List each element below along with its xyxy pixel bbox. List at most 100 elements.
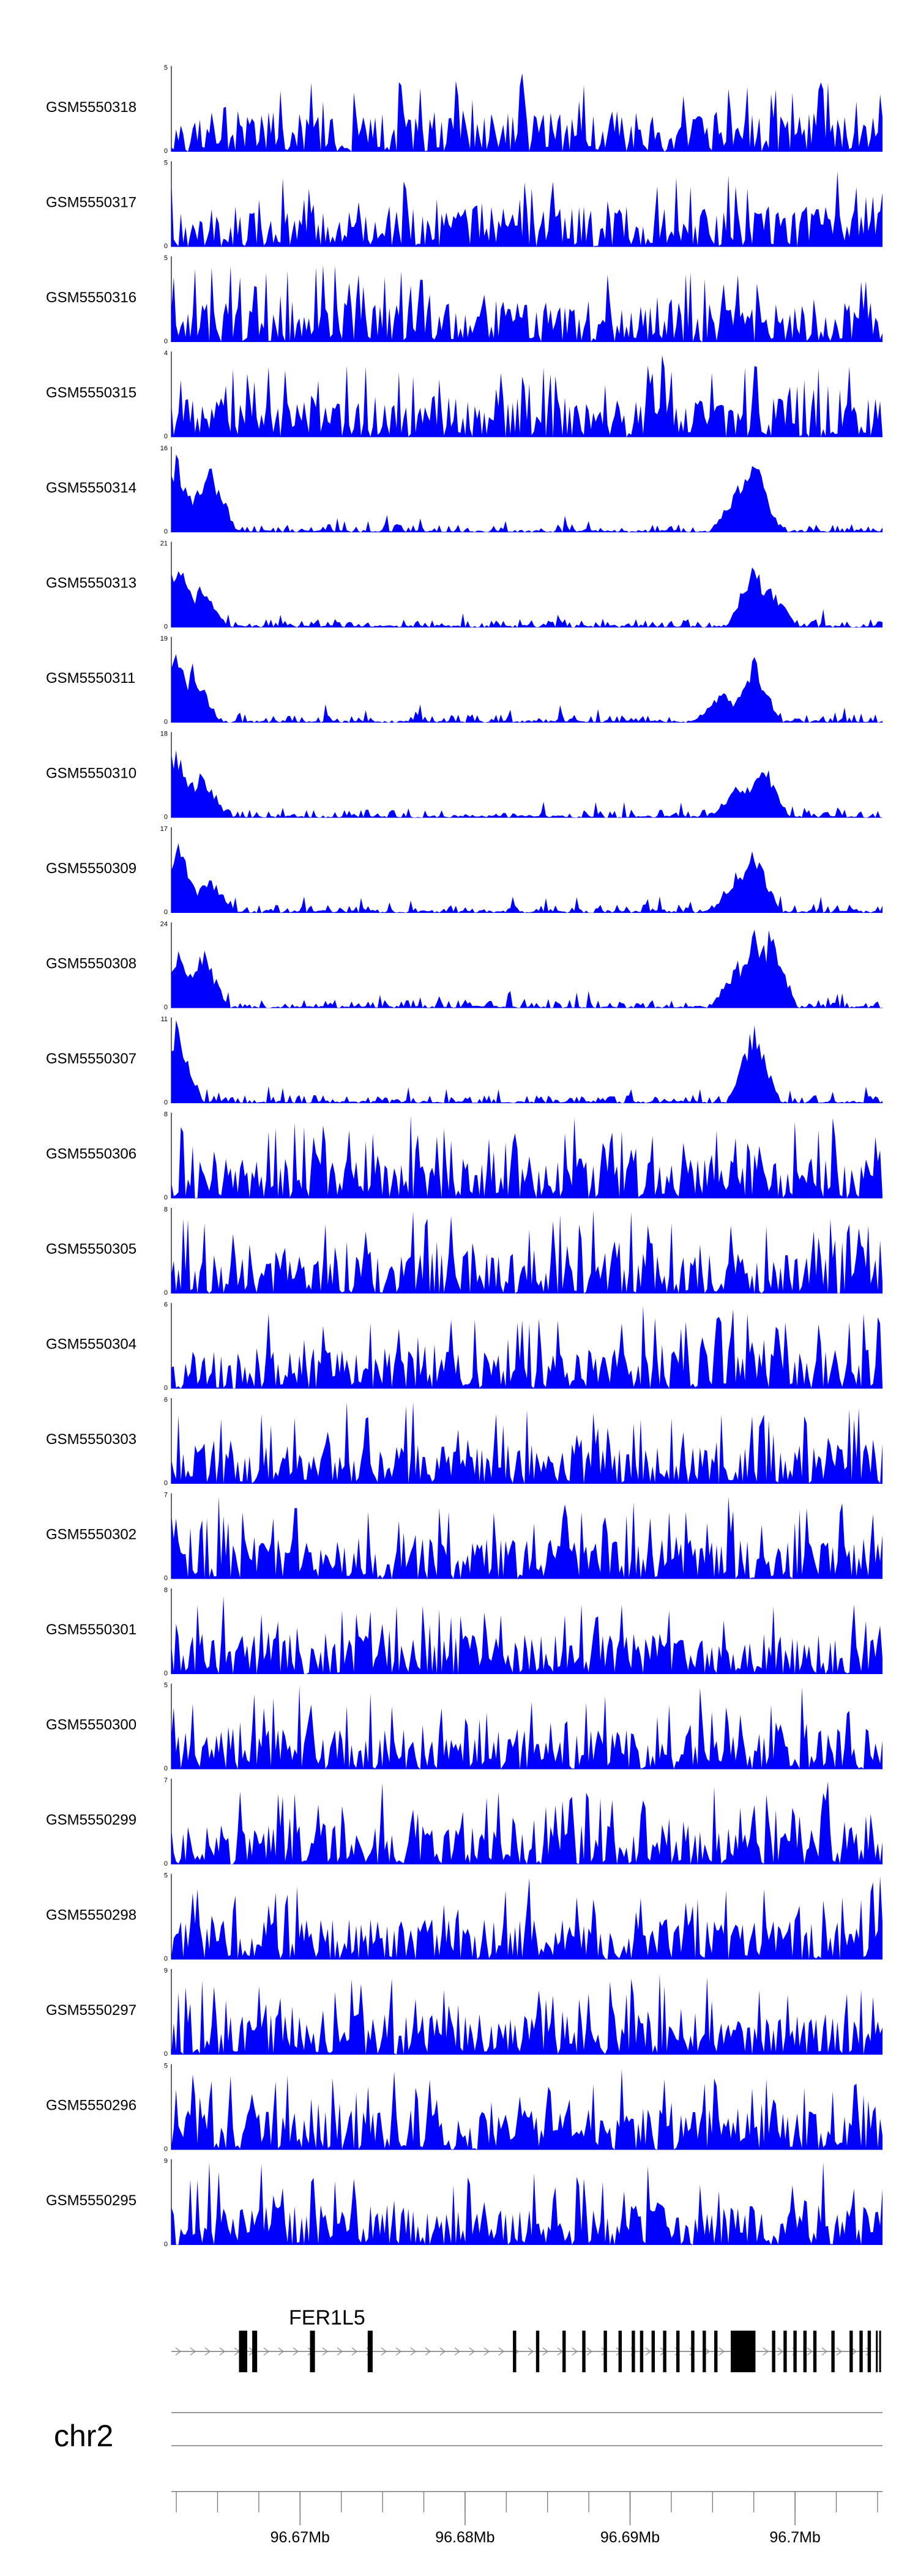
exon xyxy=(536,2331,540,2372)
exon xyxy=(803,2331,807,2372)
track-ymin-label: 0 xyxy=(164,2050,168,2058)
exon xyxy=(310,2331,315,2372)
strand-arrow xyxy=(469,2347,475,2356)
exon xyxy=(640,2331,644,2372)
track-ymin-label: 0 xyxy=(164,1765,168,1773)
strand-arrow xyxy=(219,2347,225,2356)
coverage-area xyxy=(171,567,883,628)
track-ymin-label: 0 xyxy=(164,528,168,535)
coverage-area xyxy=(171,1973,883,2055)
strand-arrow xyxy=(718,2347,725,2356)
track-ymax-label: 6 xyxy=(164,1301,168,1309)
exon xyxy=(663,2331,666,2372)
exon xyxy=(783,2331,787,2372)
track-ymax-label: 5 xyxy=(164,160,168,167)
track-ymin-label: 0 xyxy=(164,1670,168,1677)
coverage-area xyxy=(171,73,883,152)
strand-arrow xyxy=(586,2347,592,2356)
track-ymax-label: 9 xyxy=(164,1967,168,1975)
strand-arrow xyxy=(410,2347,416,2356)
track-ymin-label: 0 xyxy=(164,243,168,250)
track-ymax-label: 17 xyxy=(160,825,168,833)
coverage-area xyxy=(171,1402,883,1484)
track-GSM5550302: GSM5550302 7 0 xyxy=(46,1492,883,1582)
axis-tick-label: 96.68Mb xyxy=(435,2529,494,2546)
strand-arrow xyxy=(381,2347,387,2356)
track-GSM5550297: GSM5550297 9 0 xyxy=(46,1967,883,2058)
track-label: GSM5550314 xyxy=(46,480,136,496)
track-ymin-label: 0 xyxy=(164,1004,168,1011)
axis-tick-label: 96.7Mb xyxy=(769,2529,820,2546)
track-label: GSM5550299 xyxy=(46,1812,136,1828)
track-ymax-label: 24 xyxy=(160,921,168,928)
strand-arrow xyxy=(278,2347,284,2356)
coverage-area xyxy=(171,929,883,1008)
strand-arrow xyxy=(483,2347,490,2356)
track-label: GSM5550300 xyxy=(46,1717,136,1733)
axis-tick-label: 96.67Mb xyxy=(271,2529,330,2546)
track-ymin-label: 0 xyxy=(164,718,168,726)
gene-model xyxy=(171,2331,881,2372)
track-GSM5550295: GSM5550295 9 0 xyxy=(46,2157,883,2248)
strand-arrow xyxy=(763,2347,769,2356)
coverage-area xyxy=(171,1876,883,1960)
track-GSM5550315: GSM5550315 4 0 xyxy=(46,350,883,441)
coverage-area xyxy=(171,843,883,913)
strand-arrow xyxy=(704,2347,710,2356)
strand-arrow xyxy=(175,2347,181,2356)
track-GSM5550306: GSM5550306 8 0 xyxy=(46,1111,883,1202)
track-ymax-label: 5 xyxy=(164,1682,168,1689)
track-ymax-label: 5 xyxy=(164,64,168,72)
strand-arrow xyxy=(454,2347,460,2356)
exon xyxy=(849,2331,853,2372)
strand-arrow xyxy=(293,2347,299,2356)
track-GSM5550305: GSM5550305 8 0 xyxy=(46,1206,883,1297)
strand-arrow xyxy=(322,2347,328,2356)
track-ymax-label: 9 xyxy=(164,2157,168,2165)
exon xyxy=(513,2331,517,2372)
track-ymin-label: 0 xyxy=(164,1575,168,1582)
track-label: GSM5550302 xyxy=(46,1527,136,1543)
strand-arrow xyxy=(528,2347,534,2356)
track-GSM5550301: GSM5550301 8 0 xyxy=(46,1587,883,1677)
exon xyxy=(772,2331,775,2372)
strand-arrow xyxy=(542,2347,548,2356)
track-ymax-label: 11 xyxy=(161,1016,168,1023)
track-ymin-label: 0 xyxy=(164,1289,168,1297)
track-ymin-label: 0 xyxy=(164,624,168,631)
track-GSM5550313: GSM5550313 21 0 xyxy=(46,540,883,631)
track-ymax-label: 7 xyxy=(164,1492,168,1499)
track-ymin-label: 0 xyxy=(164,909,168,916)
strand-arrow xyxy=(395,2347,401,2356)
track-label: GSM5550295 xyxy=(46,2192,136,2209)
exon xyxy=(618,2331,622,2372)
exon xyxy=(714,2331,718,2372)
track-label: GSM5550296 xyxy=(46,2098,136,2114)
coverage-area xyxy=(171,1020,883,1103)
track-label: GSM5550307 xyxy=(46,1051,136,1067)
track-label: GSM5550304 xyxy=(46,1336,136,1353)
track-GSM5550316: GSM5550316 5 0 xyxy=(46,255,883,345)
coverage-area xyxy=(171,1115,883,1199)
track-GSM5550314: GSM5550314 16 0 xyxy=(46,445,883,535)
track-ymin-label: 0 xyxy=(164,433,168,441)
track-GSM5550299: GSM5550299 7 0 xyxy=(46,1777,883,1867)
coverage-area xyxy=(171,1781,883,1864)
track-GSM5550304: GSM5550304 6 0 xyxy=(46,1301,883,1392)
track-GSM5550298: GSM5550298 5 0 xyxy=(46,1872,883,1963)
track-label: GSM5550315 xyxy=(46,385,136,401)
track-ymax-label: 4 xyxy=(164,350,168,357)
exon xyxy=(632,2331,635,2372)
exon xyxy=(603,2331,607,2372)
exon xyxy=(691,2331,695,2372)
track-ymin-label: 0 xyxy=(164,1480,168,1487)
track-ymax-label: 8 xyxy=(164,1111,168,1119)
track-label: GSM5550318 xyxy=(46,99,136,116)
track-GSM5550300: GSM5550300 5 0 xyxy=(46,1682,883,1773)
chromosome-label: chr2 xyxy=(54,2419,113,2453)
track-GSM5550309: GSM5550309 17 0 xyxy=(46,825,883,916)
coverage-area xyxy=(171,171,883,247)
strand-arrow xyxy=(337,2347,343,2356)
track-label: GSM5550305 xyxy=(46,1241,136,1257)
track-ymin-label: 0 xyxy=(164,2146,168,2153)
